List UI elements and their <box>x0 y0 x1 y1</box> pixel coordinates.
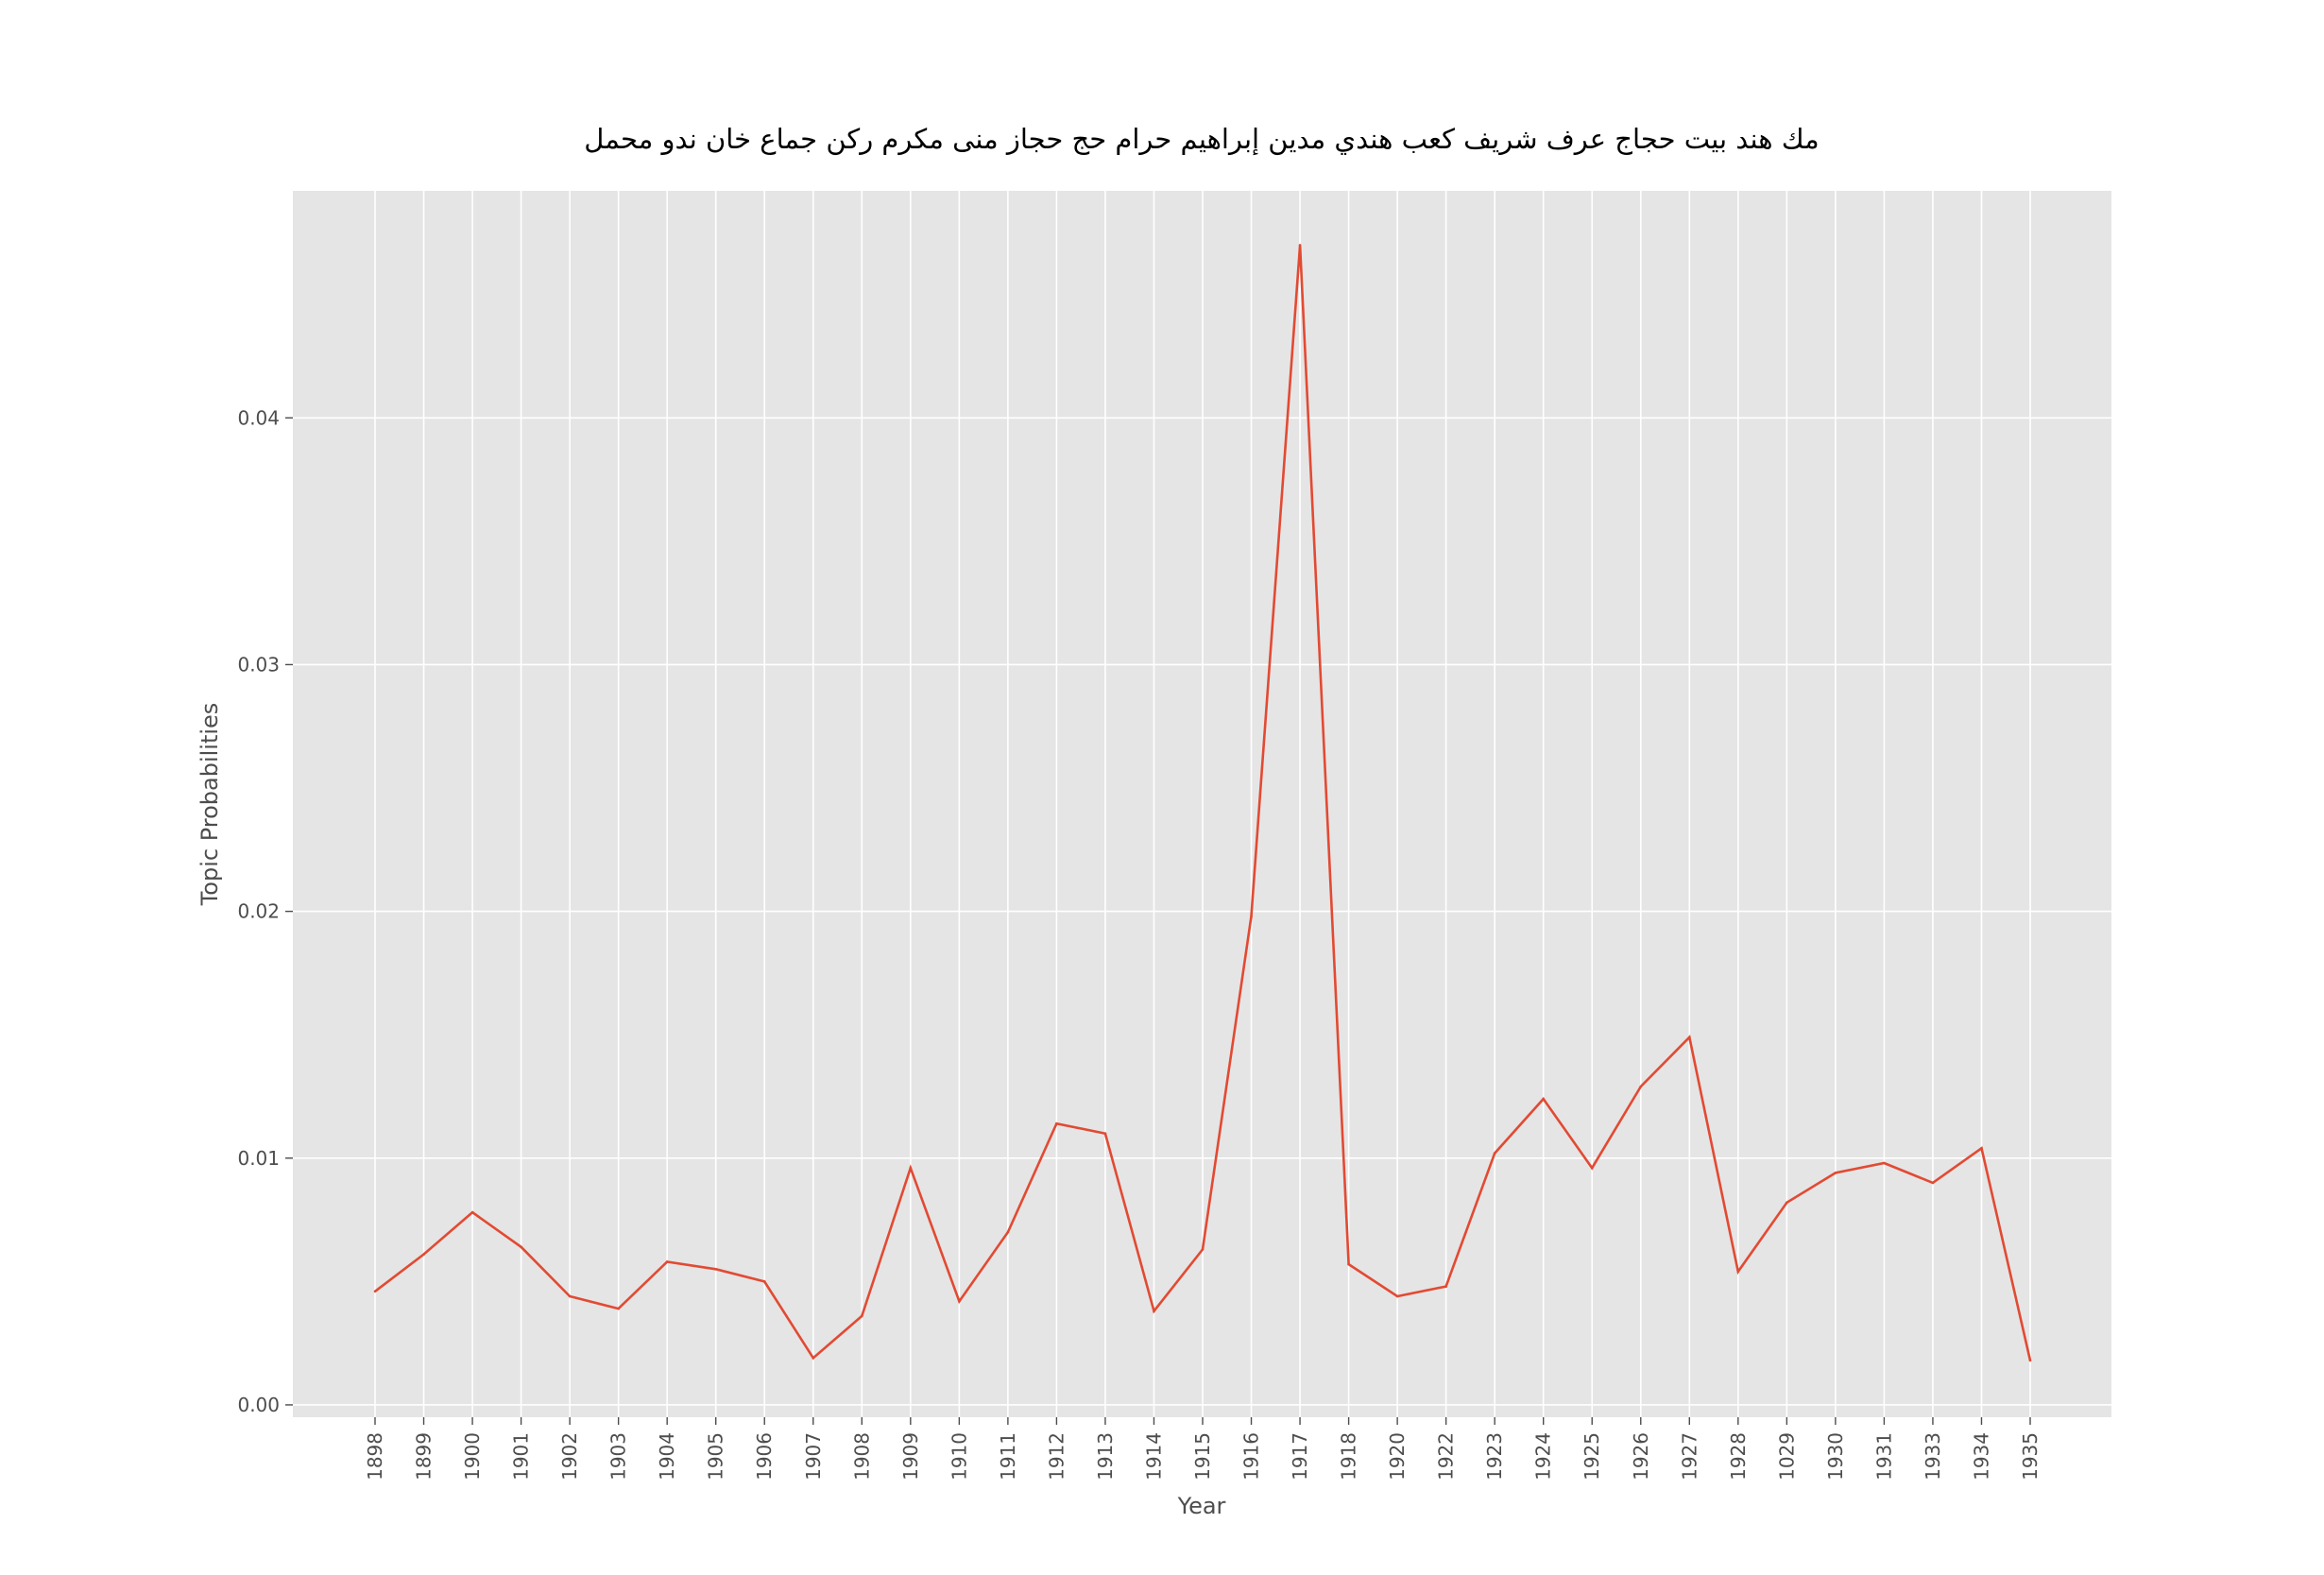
data-point <box>470 1210 474 1214</box>
data-point <box>520 1245 522 1249</box>
x-tick-label: 1914 <box>1142 1432 1165 1481</box>
data-point <box>1980 1147 1983 1150</box>
data-point <box>1103 1132 1107 1135</box>
data-point <box>1444 1285 1447 1288</box>
data-point <box>665 1260 669 1263</box>
x-tick-label: 1900 <box>461 1432 484 1481</box>
y-axis-label: Topic Probabilities <box>197 703 223 907</box>
x-axis-label: Year <box>1177 1493 1226 1519</box>
x-tick-label: 1911 <box>997 1432 1019 1481</box>
data-point <box>1153 1310 1155 1312</box>
data-point <box>762 1280 766 1283</box>
data-point <box>958 1299 961 1303</box>
x-tick-label: 1935 <box>2019 1432 2042 1481</box>
chart-title: مك هند بيت حجاج عرف شريف كعب هندي مدين إ… <box>584 123 1819 156</box>
data-point <box>1493 1152 1496 1155</box>
data-point <box>1201 1248 1205 1251</box>
x-tick-label: 1918 <box>1338 1432 1360 1481</box>
x-tick-label: 1905 <box>705 1432 727 1481</box>
data-point <box>860 1314 863 1318</box>
data-point <box>1298 244 1302 247</box>
x-tick-label: 1029 <box>1775 1432 1798 1481</box>
grid-lines <box>293 191 2111 1417</box>
data-point <box>1639 1085 1643 1088</box>
data-point <box>1786 1201 1788 1205</box>
x-tick-label: 1909 <box>899 1432 922 1481</box>
data-point <box>812 1357 815 1360</box>
data-point <box>1055 1121 1058 1125</box>
y-tick-label: 0.00 <box>237 1394 280 1416</box>
x-tick-label: 1922 <box>1435 1432 1458 1481</box>
y-tick-label: 0.01 <box>237 1147 280 1170</box>
x-tick-label: 1933 <box>1922 1432 1944 1481</box>
x-tick-label: 1908 <box>850 1432 873 1481</box>
data-point <box>1395 1294 1399 1298</box>
x-tick-label: 1902 <box>558 1432 581 1481</box>
x-tick-label: 1898 <box>364 1432 386 1481</box>
x-tick-label: 1917 <box>1289 1432 1311 1481</box>
x-tick-label: 1925 <box>1581 1432 1603 1481</box>
data-point <box>1250 915 1253 918</box>
x-tick-label: 1915 <box>1191 1432 1214 1481</box>
data-point <box>1736 1270 1740 1274</box>
x-tick-label: 1912 <box>1045 1432 1068 1481</box>
x-tick-label: 1901 <box>510 1432 533 1481</box>
data-point <box>1834 1172 1837 1174</box>
data-point <box>1931 1181 1935 1185</box>
data-point <box>2028 1359 2032 1362</box>
x-tick-label: 1928 <box>1727 1432 1750 1481</box>
data-point <box>617 1307 620 1310</box>
x-tick-label: 1906 <box>753 1432 776 1481</box>
x-tick-label: 1910 <box>948 1432 970 1481</box>
x-tick-label: 1904 <box>656 1432 678 1481</box>
x-tick-label: 1903 <box>607 1432 630 1481</box>
y-tick-label: 0.04 <box>237 406 280 429</box>
data-point <box>422 1253 425 1256</box>
y-tick-label: 0.02 <box>237 900 280 923</box>
y-tick-label: 0.03 <box>237 653 280 676</box>
data-point <box>1883 1161 1886 1165</box>
x-axis-ticks: 1898 1899 1900 1901 1902 1903 1904 1905 1906 1907… <box>364 1417 2042 1481</box>
x-tick-label: 1907 <box>802 1432 825 1481</box>
x-tick-label: 1913 <box>1094 1432 1117 1481</box>
data-point <box>373 1290 377 1293</box>
x-tick-label: 1927 <box>1678 1432 1700 1481</box>
data-point <box>568 1294 572 1298</box>
x-tick-label: 1916 <box>1240 1432 1263 1481</box>
x-tick-label: 1899 <box>413 1432 436 1481</box>
data-point <box>1347 1262 1350 1266</box>
x-tick-label: 1924 <box>1532 1432 1555 1481</box>
series-layer <box>373 244 2032 1362</box>
data-point <box>1687 1036 1691 1039</box>
data-point <box>1542 1097 1546 1101</box>
x-tick-label: 1931 <box>1872 1432 1895 1481</box>
x-tick-label: 1923 <box>1483 1432 1506 1481</box>
x-tick-label: 1926 <box>1630 1432 1652 1481</box>
data-point <box>1006 1230 1010 1234</box>
x-tick-label: 1934 <box>1970 1432 1992 1481</box>
x-tick-label: 1920 <box>1386 1432 1409 1481</box>
data-point <box>714 1267 718 1271</box>
data-point <box>1590 1166 1594 1170</box>
data-point <box>909 1166 913 1170</box>
y-axis-ticks: 0.00 0.01 0.02 0.03 0.04 <box>237 406 293 1416</box>
x-tick-label: 1930 <box>1824 1432 1847 1481</box>
